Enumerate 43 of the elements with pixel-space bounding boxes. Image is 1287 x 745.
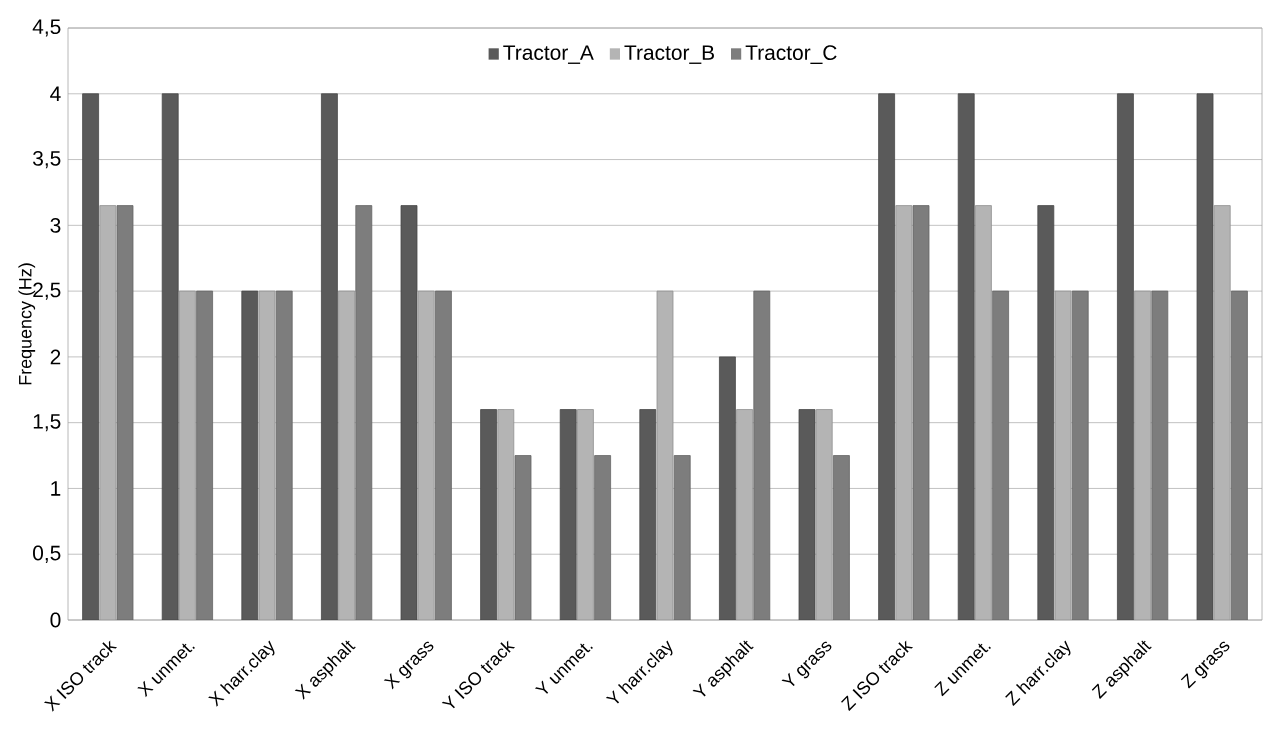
y-tick-label: 0,5 — [33, 545, 61, 563]
y-tick-label: 3 — [50, 217, 61, 233]
bar — [321, 93, 338, 620]
bar — [196, 290, 213, 620]
bar — [82, 93, 99, 620]
bar — [1071, 290, 1089, 620]
bar — [1037, 205, 1055, 620]
bar — [992, 290, 1010, 620]
y-tick-label: 1,5 — [33, 414, 61, 432]
bar — [736, 409, 754, 620]
bar — [957, 93, 975, 620]
bar — [275, 290, 293, 620]
bar — [241, 290, 259, 620]
bar — [435, 290, 452, 620]
y-tick-label: 4,5 — [32, 19, 61, 37]
bar — [480, 409, 497, 620]
bar — [673, 455, 691, 620]
bar — [1151, 290, 1169, 620]
y-tick-label: 2 — [50, 349, 61, 365]
bar — [895, 205, 913, 620]
y-tick-label: 3,5 — [32, 150, 61, 169]
y-tick-label: 0 — [50, 612, 61, 628]
bar — [878, 93, 896, 620]
bar — [338, 290, 355, 620]
bar — [719, 356, 736, 620]
bar — [99, 205, 117, 620]
legend-label: Tractor_B — [624, 45, 714, 64]
bar — [1134, 290, 1152, 620]
bar — [355, 205, 373, 620]
y-tick-label: 4 — [50, 86, 61, 101]
bar — [417, 290, 435, 620]
legend-label: Tractor_A — [503, 45, 594, 64]
bar — [753, 290, 771, 620]
bar — [1231, 290, 1248, 620]
bar — [161, 93, 179, 620]
legend-label: Tractor_C — [745, 45, 837, 65]
bar — [179, 290, 196, 620]
bar — [639, 409, 657, 620]
bar — [559, 409, 577, 620]
bar — [1117, 93, 1134, 620]
bar — [833, 455, 850, 620]
y-tick-label: 1 — [51, 481, 61, 496]
bar — [594, 455, 612, 620]
